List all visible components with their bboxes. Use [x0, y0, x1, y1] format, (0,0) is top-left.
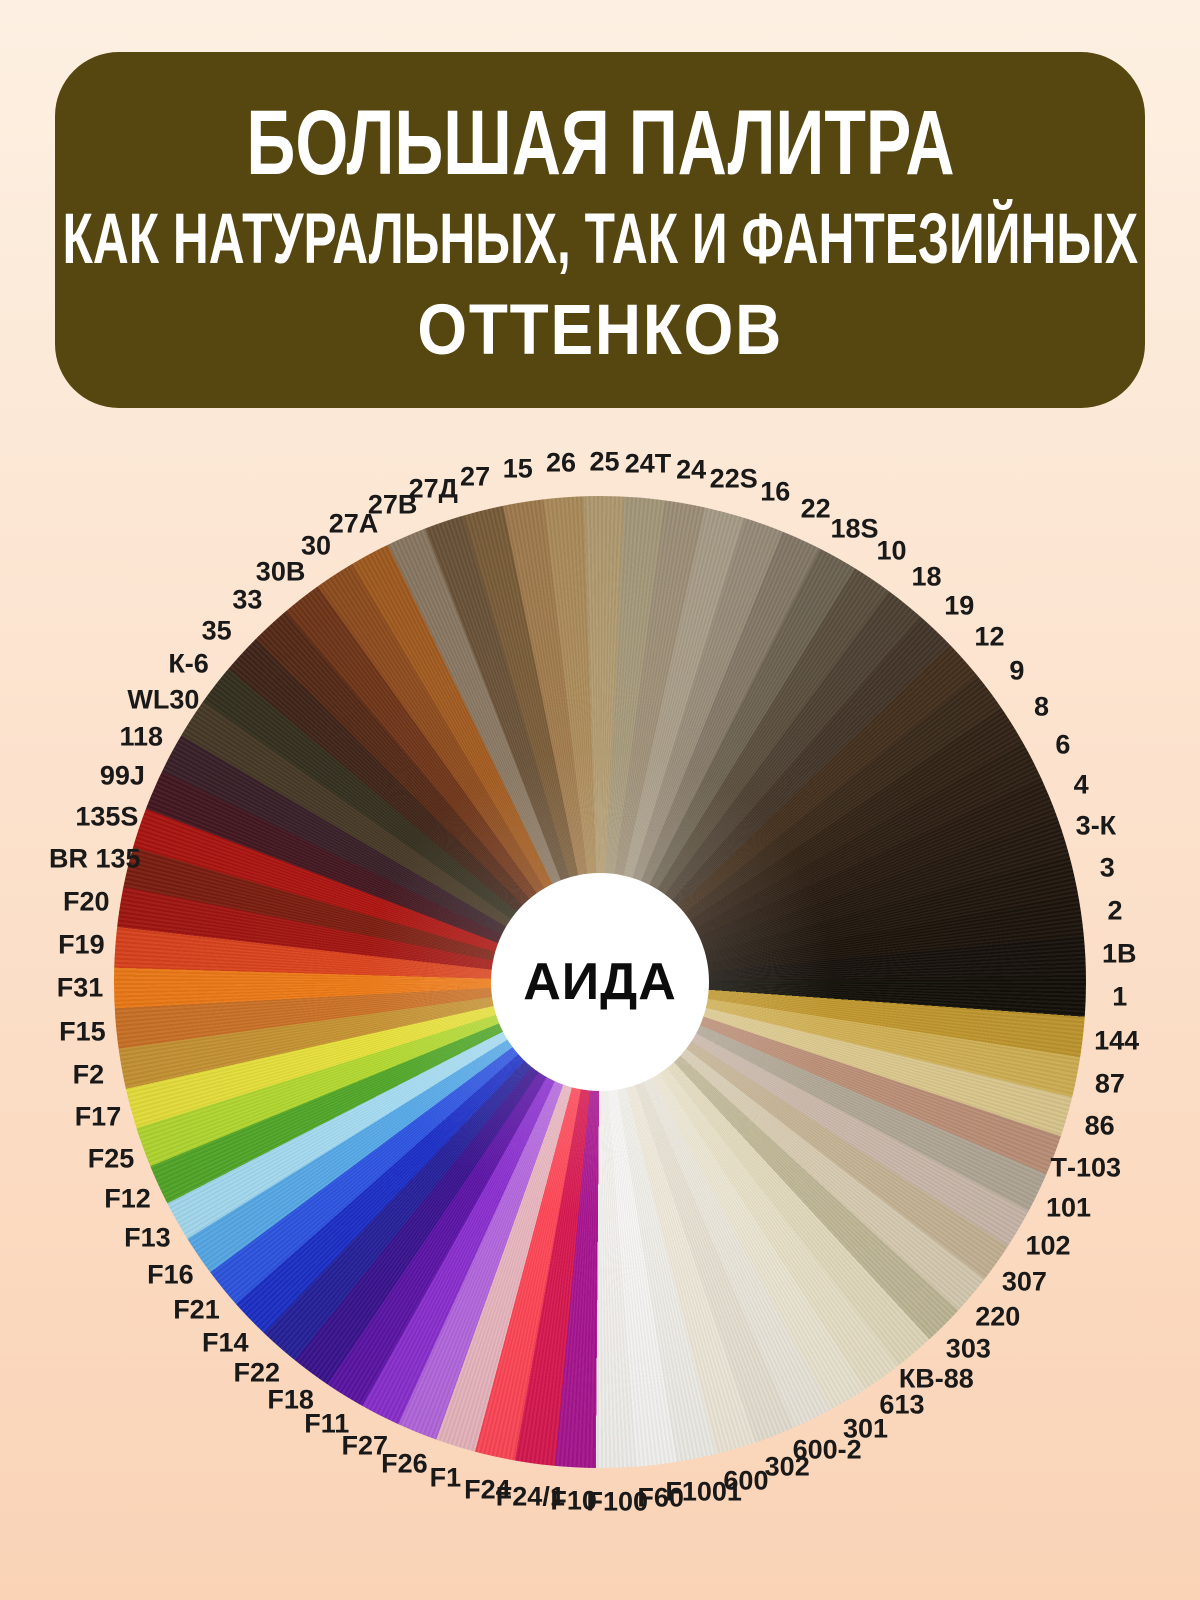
shade-label: F31	[56, 972, 104, 1003]
shade-label: 307	[1001, 1266, 1047, 1297]
shade-label: 16	[760, 476, 791, 507]
shade-label: 102	[1025, 1230, 1071, 1261]
shade-label: 30	[300, 530, 332, 561]
shade-label: Т-103	[1050, 1152, 1122, 1182]
shade-label: F14	[202, 1327, 249, 1358]
shade-label: 302	[764, 1451, 810, 1482]
shade-label: 27В	[367, 489, 418, 520]
shade-label: 10	[876, 535, 907, 566]
shade-label: F16	[147, 1259, 194, 1290]
shade-label: 4	[1073, 769, 1089, 800]
shade-label: 144	[1094, 1025, 1140, 1056]
brand-name: АИДА	[523, 953, 677, 1011]
shade-label: 600-2	[792, 1434, 862, 1465]
shade-label: F25	[87, 1143, 135, 1174]
shade-label: 87	[1094, 1068, 1125, 1099]
shade-label: WL30	[127, 684, 200, 715]
shade-label: 27А	[328, 508, 379, 539]
shade-label: F1	[429, 1462, 462, 1493]
shade-label: F60	[637, 1482, 684, 1513]
shade-label: 8	[1033, 691, 1049, 722]
shade-label: F11	[304, 1408, 350, 1439]
header-card: БОЛЬШАЯ ПАЛИТРА КАК НАТУРАЛЬНЫХ, ТАК И Ф…	[55, 52, 1145, 408]
shade-label: F21	[173, 1294, 220, 1325]
shade-label: F24/1	[495, 1481, 565, 1512]
shade-label: F2	[72, 1059, 105, 1090]
shade-label: КВ-88	[898, 1363, 974, 1394]
shade-label: 303	[945, 1333, 991, 1364]
shade-label: 24Т	[624, 448, 672, 479]
shade-label: F13	[124, 1222, 171, 1253]
shade-label: 135S	[75, 801, 139, 832]
shade-label: F24	[464, 1474, 511, 1505]
shade-label: 27	[460, 461, 491, 492]
shade-label: 1В	[1101, 938, 1137, 969]
shade-label: 3	[1099, 852, 1115, 883]
shade-label: F12	[104, 1183, 151, 1214]
shade-label: F17	[74, 1101, 122, 1132]
shade-label: F26	[381, 1448, 428, 1479]
shade-label: 9	[1009, 655, 1025, 686]
header-subtitle-2: ОТТЕНКОВ	[417, 290, 783, 370]
shade-label: F10	[550, 1485, 597, 1516]
shade-label: F20	[62, 886, 110, 917]
brand-circle: АИДА	[491, 873, 709, 1091]
shade-label: BR 135	[49, 843, 141, 874]
shade-label: F22	[233, 1357, 281, 1388]
shade-label: 3-К	[1075, 810, 1117, 841]
shade-label: 18	[911, 561, 942, 592]
shade-label: 24	[676, 454, 707, 485]
shade-label: 30В	[255, 556, 306, 587]
shade-label: 26	[545, 447, 577, 478]
shade-label: 15	[502, 453, 533, 484]
shade-label: F19	[58, 929, 105, 960]
shade-label: 22	[800, 493, 831, 524]
shade-label: 19	[944, 590, 975, 621]
shade-label: 1	[1112, 981, 1128, 1012]
shade-label: 25	[589, 446, 620, 477]
shade-label: 600	[723, 1465, 769, 1496]
shade-label: К-6	[168, 648, 209, 679]
shade-label: 35	[201, 615, 232, 646]
shade-label: 2	[1107, 895, 1123, 926]
shade-label: 27Д	[408, 473, 458, 504]
shade-label: 301	[842, 1413, 888, 1444]
shade-label: 18S	[830, 513, 879, 544]
shade-label: F100	[586, 1486, 649, 1517]
shade-label: 12	[974, 621, 1005, 652]
shade-label: 86	[1084, 1110, 1115, 1141]
shade-label: 33	[232, 584, 263, 615]
shade-label: 613	[879, 1389, 925, 1420]
shade-label: F15	[59, 1016, 106, 1047]
shade-label: 99J	[99, 760, 145, 791]
shade-label: 6	[1055, 729, 1071, 760]
shade-label: 22S	[709, 463, 758, 494]
shade-label: 101	[1046, 1192, 1092, 1222]
shade-label: F1001	[665, 1476, 742, 1507]
shade-label: F18	[267, 1384, 314, 1415]
header-subtitle-1: КАК НАТУРАЛЬНЫХ, ТАК И ФАНТЕЗИЙНЫХ	[62, 199, 1138, 279]
shade-label: 220	[975, 1301, 1021, 1332]
shade-label: 118	[119, 721, 164, 752]
header-title: БОЛЬШАЯ ПАЛИТРА	[245, 92, 955, 194]
shade-label: F27	[341, 1430, 388, 1461]
